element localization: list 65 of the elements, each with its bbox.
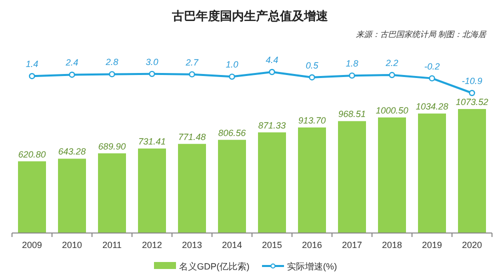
x-tick-label: 2013 (182, 240, 202, 250)
x-tick-label: 2010 (62, 240, 82, 250)
x-tick-label: 2009 (22, 240, 42, 250)
chart-title: 古巴年度国内生产总值及增速 (171, 9, 329, 23)
data-label: 1.0 (226, 60, 238, 70)
bar (18, 161, 46, 233)
data-label: 1.8 (346, 58, 358, 69)
data-label: 2.7 (184, 57, 200, 68)
point (428, 75, 436, 82)
bar (418, 114, 446, 233)
legend-label: 实际增速(%) (287, 262, 337, 272)
bar (218, 140, 246, 233)
x-tick-label: 2015 (262, 240, 282, 250)
data-label: 1034.28 (416, 102, 448, 112)
x-tick-label: 2018 (382, 240, 402, 250)
data-label: 620.80 (18, 149, 46, 160)
data-label: -10.9 (462, 76, 482, 86)
bar (258, 132, 286, 233)
bar (58, 158, 86, 233)
data-label: 1000.50 (376, 105, 408, 116)
bar (458, 109, 486, 233)
bar (178, 144, 206, 233)
data-label: 643.28 (58, 146, 86, 157)
point (68, 72, 76, 78)
data-label: 689.90 (98, 141, 126, 152)
point (388, 72, 396, 78)
data-label: 0.5 (306, 60, 320, 70)
point (348, 72, 356, 79)
data-label: 913.70 (298, 115, 326, 126)
point (188, 71, 196, 78)
x-tick-label: 2019 (422, 240, 442, 250)
x-tick-label: 2014 (222, 240, 242, 250)
legend-实际增速(%): 实际增速(%) (262, 262, 337, 272)
x-tick-label: 2016 (302, 240, 322, 250)
x-tick-label: 2012 (142, 240, 162, 250)
data-label: 2.2 (384, 58, 398, 68)
x-tick-label: 2017 (342, 240, 362, 250)
point (108, 71, 116, 78)
data-label: -0.2 (424, 61, 440, 72)
point (268, 68, 276, 76)
x-tick-label: 2020 (462, 240, 482, 250)
point (148, 70, 156, 78)
bar (378, 117, 406, 233)
data-label: 871.33 (258, 120, 286, 130)
x-tick-label: 2011 (102, 240, 122, 250)
data-label: 731.41 (138, 136, 166, 147)
bar (338, 121, 366, 233)
bar (298, 127, 326, 233)
source-note: 来源：古巴国家统计局 制图：北海居 (356, 30, 487, 39)
point (468, 90, 476, 96)
data-label: 806.56 (218, 128, 246, 138)
data-label: 2.4 (64, 58, 78, 68)
data-label: 4.4 (266, 55, 278, 65)
point (308, 74, 316, 80)
bar (98, 153, 126, 233)
bar (138, 148, 166, 233)
point (28, 73, 36, 80)
data-label: 3.0 (146, 56, 158, 67)
data-label: 2.8 (104, 57, 118, 68)
data-label: 968.51 (338, 109, 366, 120)
point (228, 74, 236, 80)
data-label: 1.4 (26, 59, 38, 70)
legend-label: 名义GDP(亿比索) (179, 262, 250, 272)
data-label: 1073.52 (456, 97, 488, 107)
data-label: 771.48 (178, 132, 206, 142)
